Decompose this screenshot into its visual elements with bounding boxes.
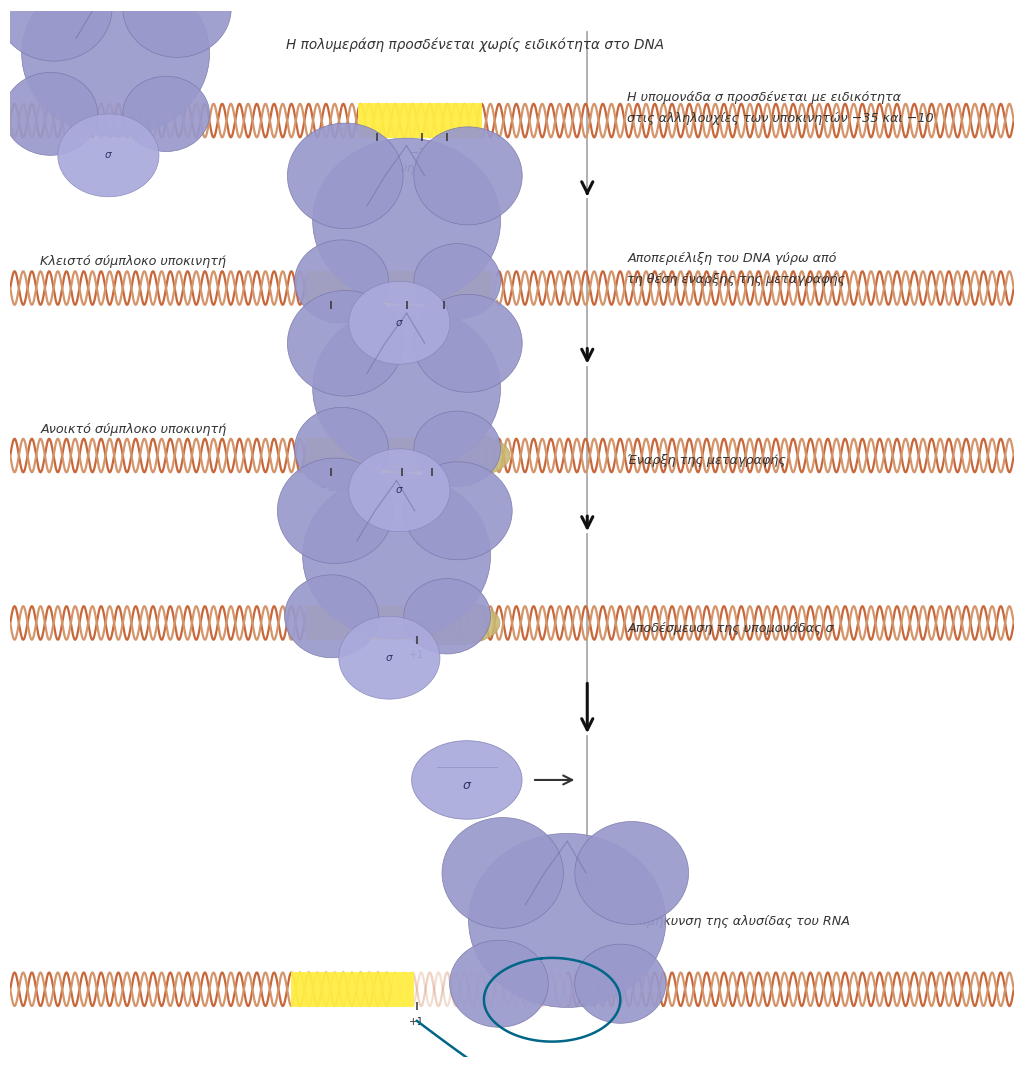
Ellipse shape <box>339 616 440 700</box>
Ellipse shape <box>4 73 97 155</box>
Text: Έναρξη της μεταγραφής: Έναρξη της μεταγραφής <box>628 454 786 467</box>
FancyBboxPatch shape <box>306 438 429 473</box>
Text: Κλειστό σύμπλοκο υποκινητή: Κλειστό σύμπλοκο υποκινητή <box>40 255 226 268</box>
Text: σ: σ <box>105 151 112 160</box>
Text: −10: −10 <box>391 483 413 492</box>
Ellipse shape <box>414 127 522 225</box>
Ellipse shape <box>288 290 403 396</box>
Text: +1: +1 <box>438 147 455 158</box>
Ellipse shape <box>412 741 522 819</box>
Ellipse shape <box>22 0 210 137</box>
Ellipse shape <box>410 601 500 645</box>
Ellipse shape <box>295 240 388 323</box>
Text: τη θέση έναρξης της μεταγραφής: τη θέση έναρξης της μεταγραφής <box>628 273 846 286</box>
Ellipse shape <box>57 114 159 197</box>
Text: +1: +1 <box>409 1017 424 1026</box>
Ellipse shape <box>285 575 379 658</box>
Ellipse shape <box>288 123 403 229</box>
Ellipse shape <box>123 0 231 58</box>
FancyBboxPatch shape <box>358 104 482 138</box>
Ellipse shape <box>312 305 501 471</box>
Ellipse shape <box>303 473 490 639</box>
Text: σ: σ <box>386 653 392 663</box>
Text: −10: −10 <box>395 315 418 326</box>
Ellipse shape <box>442 818 563 928</box>
Ellipse shape <box>574 821 688 925</box>
Text: +1: +1 <box>409 650 424 660</box>
Ellipse shape <box>123 76 210 152</box>
Text: Η υπομονάδα σ προσδένεται με ειδικότητα: Η υπομονάδα σ προσδένεται με ειδικότητα <box>628 91 901 104</box>
Ellipse shape <box>414 295 522 392</box>
Ellipse shape <box>295 407 388 490</box>
Ellipse shape <box>403 579 490 654</box>
Text: σ: σ <box>396 485 402 496</box>
Ellipse shape <box>349 449 450 532</box>
Text: Η πολυμεράση προσδένεται χωρίς ειδικότητα στο DNA: Η πολυμεράση προσδένεται χωρίς ειδικότητ… <box>287 38 665 52</box>
Ellipse shape <box>469 833 666 1007</box>
Ellipse shape <box>312 138 501 304</box>
Ellipse shape <box>414 244 501 319</box>
Text: σ: σ <box>463 779 471 791</box>
Text: Ανοικτό σύμπλοκο υποκινητή: Ανοικτό σύμπλοκο υποκινητή <box>40 423 226 436</box>
FancyBboxPatch shape <box>291 972 414 1006</box>
Text: Αποδέσμευση της υπομονάδας σ: Αποδέσμευση της υπομονάδας σ <box>628 622 834 634</box>
Text: +1: +1 <box>424 483 439 492</box>
Text: Υποκινητής: Υποκινητής <box>369 162 436 175</box>
Ellipse shape <box>450 940 548 1027</box>
Text: Αποπεριέλιξη του DNA γύρω από: Αποπεριέλιξη του DNA γύρω από <box>628 252 837 265</box>
Text: στις αλληλουχίες των υποκινητών −35 και −10: στις αλληλουχίες των υποκινητών −35 και … <box>628 112 934 125</box>
Ellipse shape <box>0 0 112 61</box>
Text: −10: −10 <box>410 147 433 158</box>
Ellipse shape <box>349 281 450 364</box>
Ellipse shape <box>278 458 393 564</box>
Text: −35: −35 <box>321 483 342 492</box>
Ellipse shape <box>574 944 666 1023</box>
Ellipse shape <box>414 411 501 487</box>
Ellipse shape <box>420 434 510 477</box>
Ellipse shape <box>403 461 512 560</box>
Text: σ: σ <box>396 318 402 328</box>
Text: −35: −35 <box>365 147 388 158</box>
Text: Επιμήκυνση της αλυσίδας του RNA: Επιμήκυνση της αλυσίδας του RNA <box>628 915 850 928</box>
FancyBboxPatch shape <box>306 271 492 305</box>
Text: +1: +1 <box>436 315 452 326</box>
Text: −35: −35 <box>321 315 342 326</box>
FancyBboxPatch shape <box>306 606 412 640</box>
